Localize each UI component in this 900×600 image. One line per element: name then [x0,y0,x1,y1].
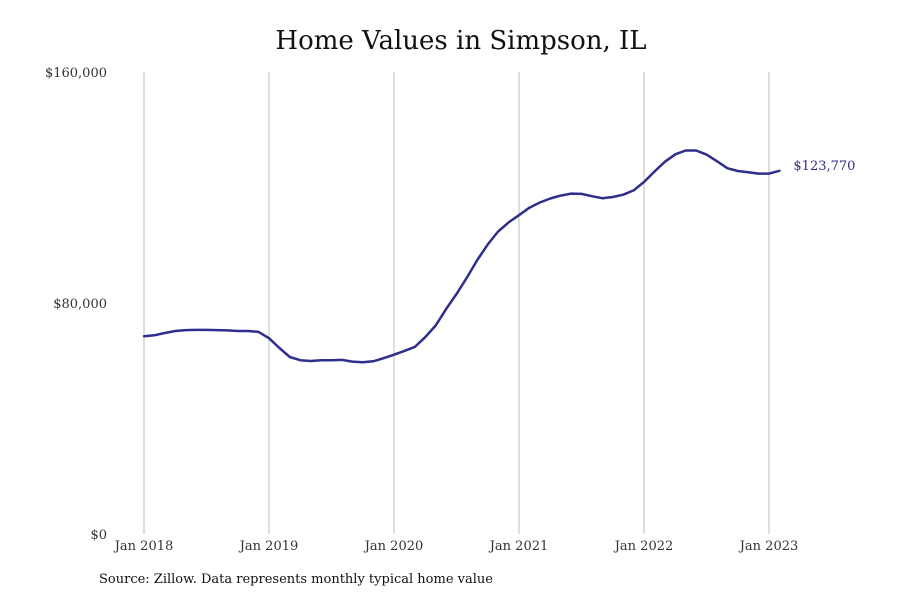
x-tick-label: Jan 2021 [488,539,549,554]
x-tick-label: Jan 2020 [363,539,424,554]
x-tick-label: Jan 2023 [738,539,799,554]
series-layer: $123,770 [142,149,855,364]
y-tick-label: $160,000 [45,66,107,81]
x-axis-ticks: Jan 2018 Jan 2019 Jan 2020 Jan 2021 Jan 2022… [113,539,799,554]
chart-title: Home Values in Simpson, IL [275,26,647,56]
gridlines [143,72,770,534]
x-tick-label: Jan 2019 [238,539,299,554]
x-tick-label: Jan 2018 [113,539,174,554]
x-tick-label: Jan 2022 [613,539,674,554]
source-note: Source: Zillow. Data represents monthly … [99,572,493,587]
end-value-label: $123,770 [793,159,855,174]
y-tick-label: $0 [90,528,107,543]
series-line [142,149,781,364]
y-tick-label: $80,000 [53,297,107,312]
y-axis-ticks: $0 $80,000 $160,000 [45,66,107,543]
